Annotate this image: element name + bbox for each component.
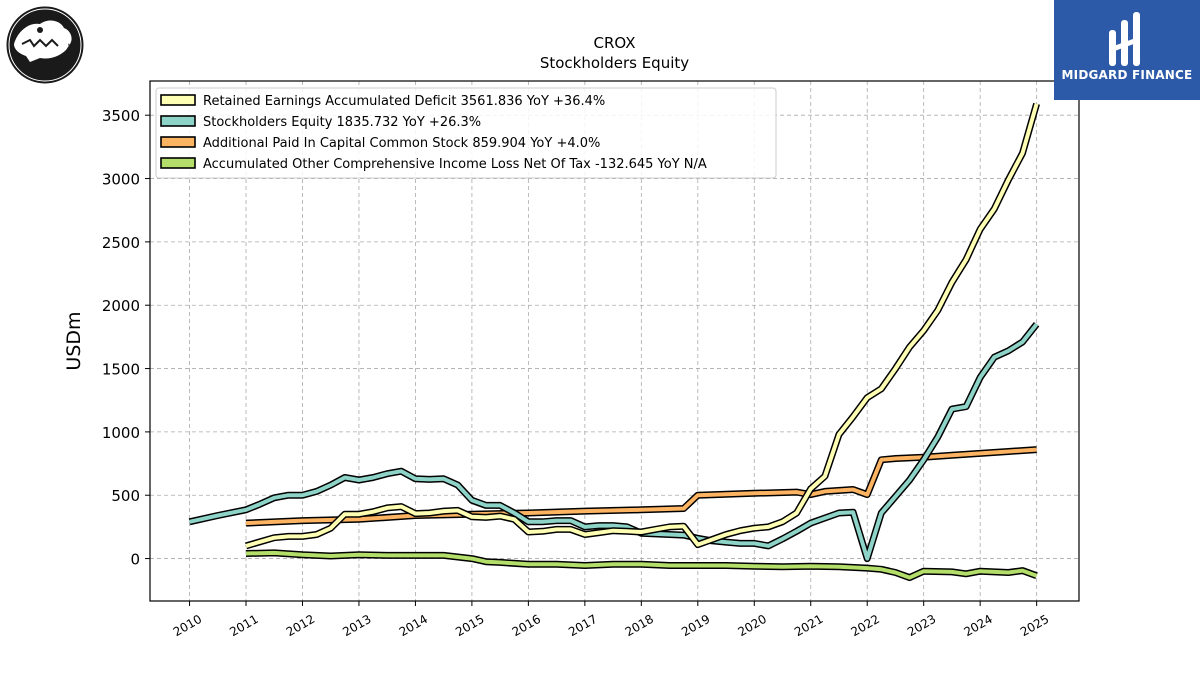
series-line	[245, 550, 1038, 580]
crocodile-logo-icon: tm	[3, 3, 87, 87]
series-line	[189, 322, 1039, 561]
y-tick-label: 0	[130, 551, 140, 569]
legend-box	[155, 87, 777, 179]
x-tick-label: 2017	[566, 612, 599, 639]
series-line	[245, 103, 1039, 548]
chart-title: CROX	[593, 34, 635, 52]
y-tick-label: 3500	[102, 107, 140, 125]
series-line	[245, 447, 1037, 526]
x-tick-label: 2019	[679, 612, 712, 639]
midgard-logo-icon	[1109, 12, 1140, 66]
x-tick-label: 2015	[453, 612, 486, 639]
legend-label: Stockholders Equity 1835.732 YoY +26.3%	[203, 115, 481, 130]
x-tick-label: 2014	[397, 612, 430, 639]
x-tick-label: 2012	[284, 612, 317, 639]
x-tick-label: 2025	[1018, 612, 1051, 639]
legend-label: Accumulated Other Comprehensive Income L…	[203, 157, 707, 172]
x-tick-label: 2013	[340, 612, 373, 639]
legend-label: Additional Paid In Capital Common Stock …	[203, 136, 600, 151]
x-tick-label: 2011	[227, 612, 260, 639]
y-tick-label: 500	[111, 487, 140, 505]
legend-swatch	[160, 136, 196, 148]
x-tick-label: 2016	[510, 612, 543, 639]
svg-text:tm: tm	[68, 43, 76, 50]
legend-swatch	[160, 94, 196, 106]
x-tick-label: 2024	[961, 612, 994, 639]
x-tick-label: 2018	[623, 612, 656, 639]
legend-swatch	[160, 115, 196, 127]
y-tick-label: 1000	[102, 424, 140, 442]
x-tick-label: 2021	[792, 612, 825, 639]
x-tick-label: 2023	[905, 612, 938, 639]
midgard-brand-badge: MIDGARD FINANCE	[1054, 0, 1200, 100]
y-tick-label: 2000	[102, 297, 140, 315]
plot-frame	[149, 80, 1080, 602]
y-tick-label: 2500	[102, 234, 140, 252]
x-tick-label: 2022	[848, 612, 881, 639]
chart-subtitle: Stockholders Equity	[540, 54, 689, 72]
x-tick-label: 2020	[736, 612, 769, 639]
x-tick-label: 2010	[171, 612, 204, 639]
legend-label: Retained Earnings Accumulated Deficit 35…	[203, 94, 605, 109]
brand-name: MIDGARD FINANCE	[1061, 68, 1193, 82]
legend-swatch	[160, 157, 196, 169]
y-tick-label: 3000	[102, 171, 140, 189]
y-tick-label: 1500	[102, 361, 140, 379]
y-axis-label: USDm	[63, 311, 85, 370]
legend: Retained Earnings Accumulated Deficit 35…	[155, 87, 777, 179]
